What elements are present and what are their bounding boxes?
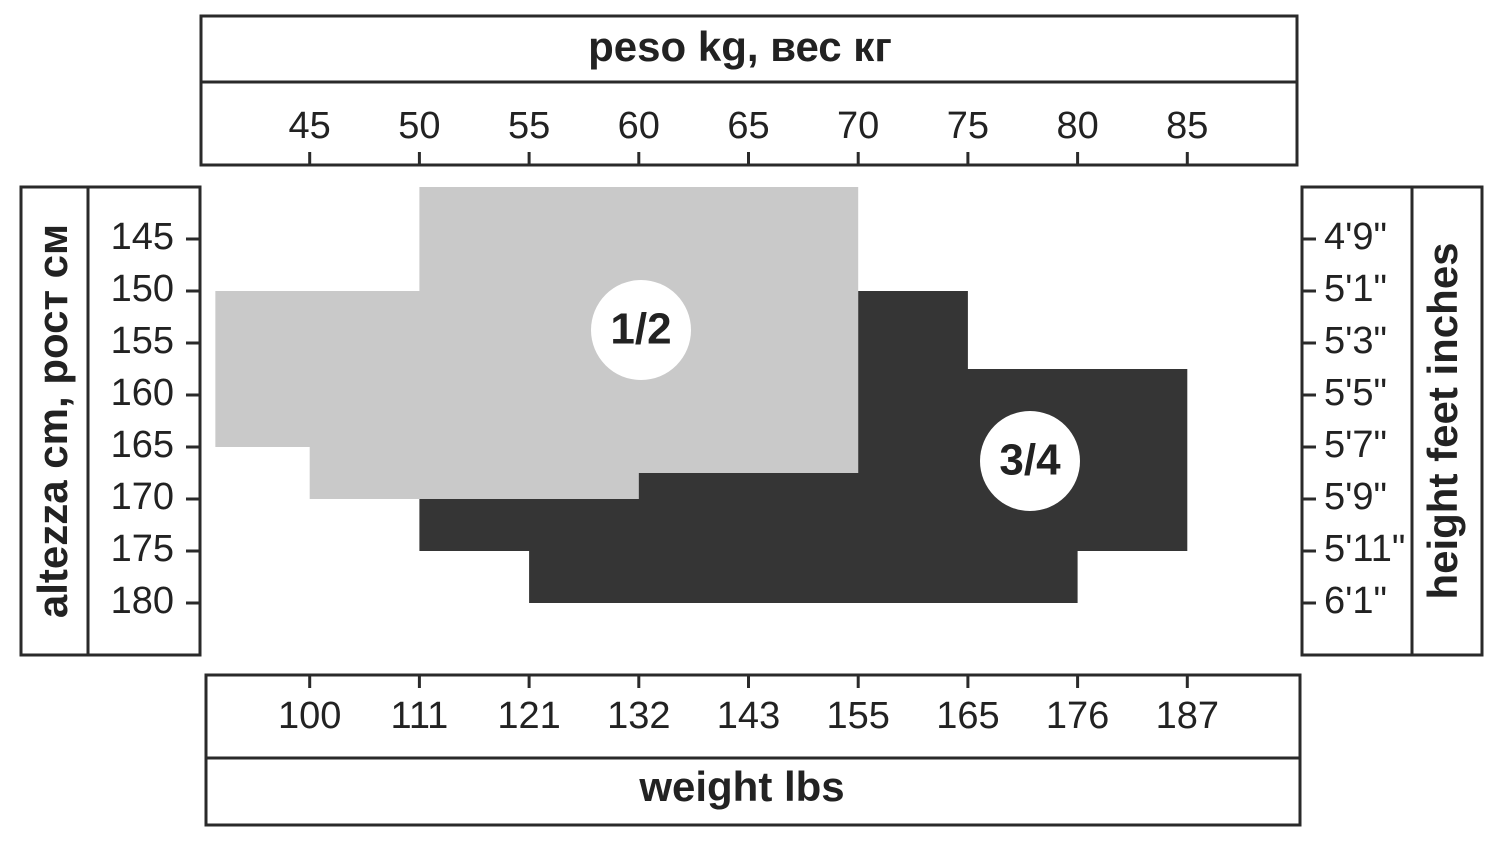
- size-badge: [591, 280, 691, 380]
- y2-tick-label: 5'11": [1324, 528, 1405, 570]
- x2-tick-label: 143: [717, 695, 780, 737]
- x-tick-label: 50: [398, 105, 440, 147]
- y-tick-label: 160: [111, 372, 174, 414]
- right-axis-title: height feet inches: [1419, 242, 1466, 599]
- x2-tick-label: 165: [936, 695, 999, 737]
- left-axis-box: [19, 185, 202, 657]
- x2-tick-label: 100: [278, 695, 341, 737]
- x-tick-label: 70: [837, 105, 879, 147]
- x-tick-label: 80: [1056, 105, 1098, 147]
- y2-tick-label: 4'9": [1324, 216, 1387, 258]
- size-region: [419, 291, 1188, 603]
- y-tick-label: 180: [111, 580, 174, 622]
- size-region: [215, 187, 859, 499]
- bottom-axis-title: weight lbs: [638, 763, 844, 810]
- x-tick-label: 65: [727, 105, 769, 147]
- size-label: 1/2: [610, 305, 671, 354]
- y-tick-label: 145: [111, 216, 174, 258]
- size-badge: [980, 411, 1080, 511]
- x2-tick-label: 176: [1046, 695, 1109, 737]
- y2-tick-label: 5'7": [1324, 424, 1387, 466]
- y-tick-label: 150: [111, 268, 174, 310]
- x2-tick-label: 187: [1156, 695, 1219, 737]
- y2-tick-label: 6'1": [1324, 580, 1387, 622]
- x2-tick-label: 155: [826, 695, 889, 737]
- right-axis-box: [1300, 185, 1484, 657]
- y-tick-label: 165: [111, 424, 174, 466]
- x2-tick-label: 121: [497, 695, 560, 737]
- size-label: 3/4: [999, 436, 1061, 485]
- x-tick-label: 60: [618, 105, 660, 147]
- y-tick-label: 170: [111, 476, 174, 518]
- top-axis-title: peso kg, вес кг: [588, 23, 892, 70]
- y2-tick-label: 5'9": [1324, 476, 1387, 518]
- x2-tick-label: 111: [391, 695, 449, 737]
- x2-tick-label: 132: [607, 695, 670, 737]
- y2-tick-label: 5'1": [1324, 268, 1387, 310]
- left-axis-title: altezza cm, рост см: [29, 224, 76, 618]
- x-tick-label: 75: [947, 105, 989, 147]
- x-tick-label: 85: [1166, 105, 1208, 147]
- y2-tick-label: 5'5": [1324, 372, 1387, 414]
- y-tick-label: 155: [111, 320, 174, 362]
- x-tick-label: 45: [289, 105, 331, 147]
- y-tick-label: 175: [111, 528, 174, 570]
- x-tick-label: 55: [508, 105, 550, 147]
- bottom-axis-box: [204, 673, 1302, 827]
- y2-tick-label: 5'3": [1324, 320, 1387, 362]
